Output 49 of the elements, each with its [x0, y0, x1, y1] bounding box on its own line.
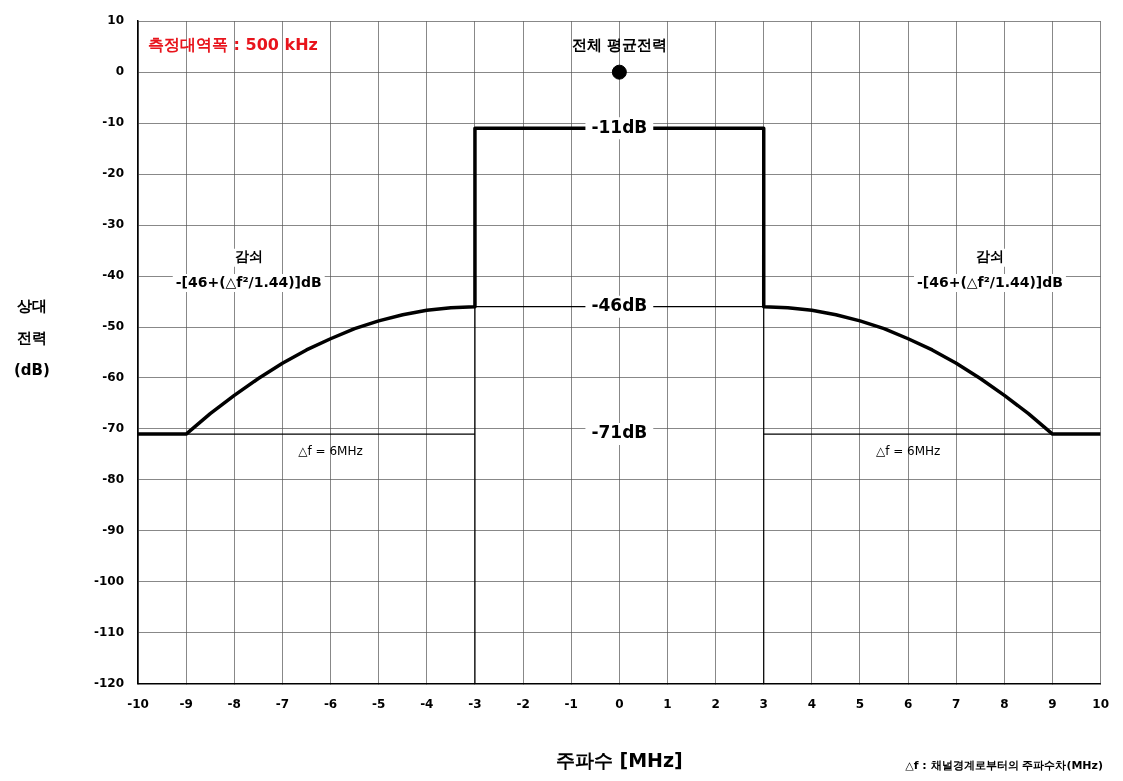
x-tick-label: -5	[372, 697, 386, 712]
y-tick-label: -100	[94, 573, 125, 588]
y-axis-title: 상대전력 (dB)	[14, 296, 50, 381]
annotation: △f = 6MHz	[875, 444, 941, 459]
y-tick-label: 0	[115, 64, 125, 79]
x-tick-label: 2	[711, 697, 720, 712]
x-tick-label: 9	[1048, 697, 1057, 712]
annotation: -11dB	[591, 116, 648, 137]
x-tick-label: 3	[759, 697, 768, 712]
text: △f : 채널경계로부터의 주파수차(MHz)	[905, 758, 1103, 773]
x-tick-label: -10	[127, 697, 149, 712]
annotation: -[46+(△f²/1.44)]dB	[916, 273, 1063, 290]
annotation: -46dB	[591, 295, 648, 316]
annotation: 전체 평균전력	[571, 36, 667, 55]
annotation: -[46+(△f²/1.44)]dB	[175, 273, 322, 290]
y-tick-label: -20	[102, 166, 125, 181]
x-tick-label: -9	[179, 697, 193, 712]
y-tick-label: -120	[94, 675, 125, 690]
x-tick-label: -3	[468, 697, 482, 712]
annotation: 감쇠	[975, 248, 1004, 265]
y-tick-label: -40	[102, 268, 125, 283]
annotation: -71dB	[591, 422, 648, 443]
x-tick-label: 0	[615, 697, 624, 712]
y-tick-label: -90	[102, 523, 125, 538]
x-tick-label: -8	[227, 697, 241, 712]
y-tick-label: -50	[102, 319, 125, 334]
y-tick-label: 10	[107, 13, 125, 28]
x-tick-label: -2	[516, 697, 530, 712]
y-tick-label: -110	[94, 624, 125, 639]
x-tick-label: -7	[275, 697, 290, 712]
x-tick-label: 5	[855, 697, 865, 712]
y-tick-label: -70	[102, 421, 125, 436]
annotation: 측정대역폭 : 500 kHz	[148, 35, 318, 55]
x-tick-label: -6	[323, 697, 338, 712]
x-tick-label: 1	[663, 697, 672, 712]
x-tick-label: 8	[1000, 697, 1009, 712]
y-tick-label: -80	[102, 472, 125, 487]
x-tick-label: 4	[807, 697, 817, 712]
x-tick-label: 10	[1092, 697, 1109, 712]
y-tick-label: -60	[102, 370, 125, 385]
annotation: △f = 6MHz	[298, 444, 363, 459]
x-tick-label: 7	[952, 697, 961, 712]
x-tick-label: -4	[420, 697, 434, 712]
x-tick-label: -1	[564, 697, 578, 712]
x-tick-label: 6	[903, 697, 913, 712]
y-tick-label: -10	[102, 115, 125, 130]
y-tick-label: -30	[102, 217, 125, 232]
annotation: 감쇠	[234, 248, 263, 265]
x-axis-title: 주파수 [MHz]	[555, 748, 683, 771]
